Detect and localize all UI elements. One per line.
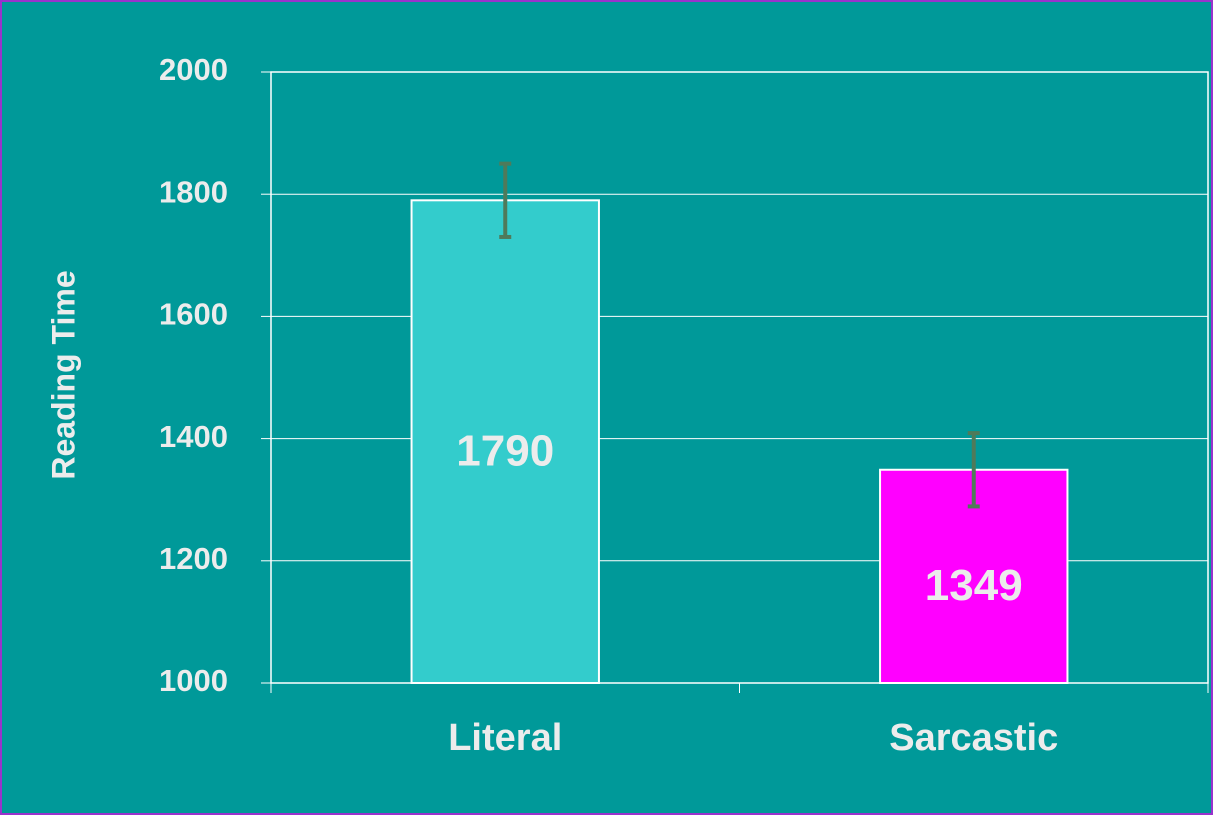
y-tick-label: 2000 <box>159 52 228 87</box>
y-tick-label: 1400 <box>159 419 228 454</box>
data-label: 1790 <box>456 426 554 475</box>
y-tick-label: 1800 <box>159 174 228 209</box>
y-axis-label: Reading Time <box>45 270 81 479</box>
y-tick-label: 1000 <box>159 663 228 698</box>
y-tick-label: 1600 <box>159 297 228 332</box>
y-tick-label: 1200 <box>159 541 228 576</box>
x-tick-label: Literal <box>448 717 562 759</box>
x-tick-label: Sarcastic <box>889 717 1058 759</box>
data-label: 1349 <box>925 561 1023 610</box>
